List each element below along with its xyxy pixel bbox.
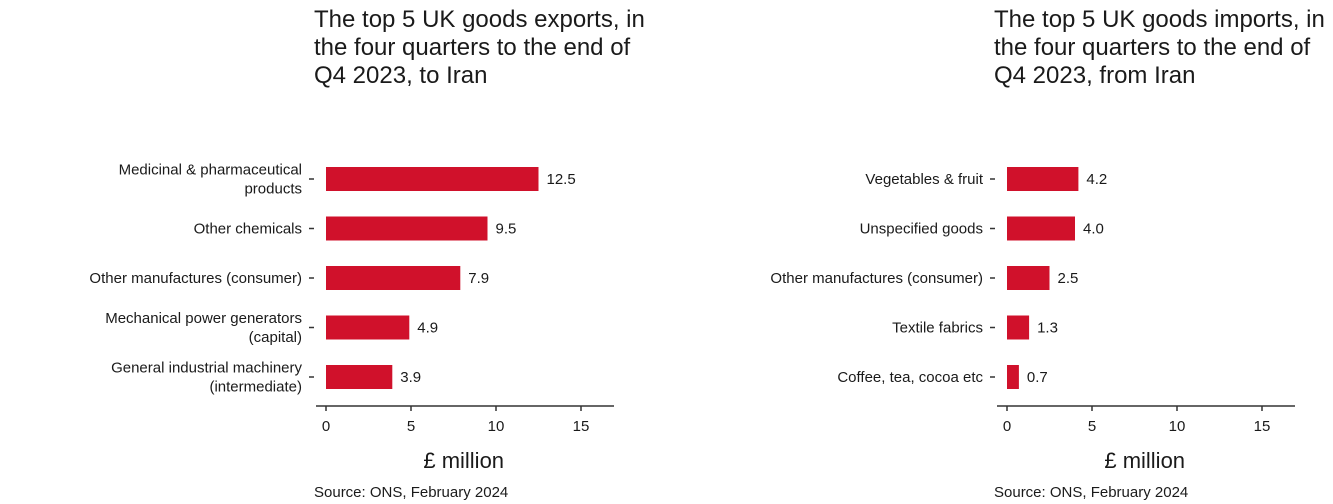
category-label: General industrial machinery [111,360,302,377]
category-label: products [244,181,302,198]
exports-chart: The top 5 UK goods exports, in the four … [0,0,666,504]
bar [326,315,410,340]
data-label: 12.5 [547,171,576,188]
bar [1007,315,1030,340]
data-label: 4.9 [417,320,438,337]
bar [1007,167,1079,191]
data-label: 2.5 [1058,270,1079,287]
source-note: Source: ONS, February 2024 [994,484,1189,501]
x-tick-label: 15 [1254,418,1271,435]
chart-title: The top 5 UK goods exports, in the four … [314,6,645,89]
category-label: Medicinal & pharmaceutical [119,162,302,179]
data-label: 7.9 [468,270,489,287]
source-note: Source: ONS, February 2024 [314,484,509,501]
data-label: 3.9 [400,369,421,386]
category-label: Vegetables & fruit [865,171,983,188]
bar [326,365,393,389]
category-label: Textile fabrics [892,320,983,337]
bar [326,167,539,191]
category-label: (capital) [249,329,302,346]
category-label: Other manufactures (consumer) [89,270,302,287]
x-tick-label: 0 [1003,418,1011,435]
bar [1007,216,1075,241]
x-tick-label: 5 [1088,418,1096,435]
x-tick-label: 0 [322,418,330,435]
x-axis-label: £ million [423,448,504,473]
x-tick-label: 15 [573,418,590,435]
data-label: 4.2 [1086,171,1107,188]
chart-title: The top 5 UK goods imports, in the four … [994,6,1325,89]
bar [1007,266,1050,290]
x-tick-label: 10 [488,418,505,435]
category-label: (intermediate) [209,379,302,396]
bar [1007,365,1019,389]
x-tick-label: 5 [407,418,415,435]
data-label: 0.7 [1027,369,1048,386]
imports-chart: The top 5 UK goods imports, in the four … [666,0,1333,504]
category-label: Other manufactures (consumer) [770,270,983,287]
category-label: Other chemicals [194,221,302,238]
x-axis-label: £ million [1104,448,1185,473]
x-tick-label: 10 [1169,418,1186,435]
imports-chart-svg: 4.2 Vegetables & fruit 4.0 Unspecified good… [770,167,1295,473]
category-label: Coffee, tea, cocoa etc [837,369,983,386]
exports-chart-svg: 12.5 Medicinal & pharmaceutical products 9.… [89,162,614,473]
bar [326,266,461,290]
data-label: 1.3 [1037,320,1058,337]
data-label: 9.5 [496,221,517,238]
data-label: 4.0 [1083,221,1104,238]
category-label: Unspecified goods [860,221,983,238]
bar [326,216,488,241]
category-label: Mechanical power generators [105,310,302,327]
